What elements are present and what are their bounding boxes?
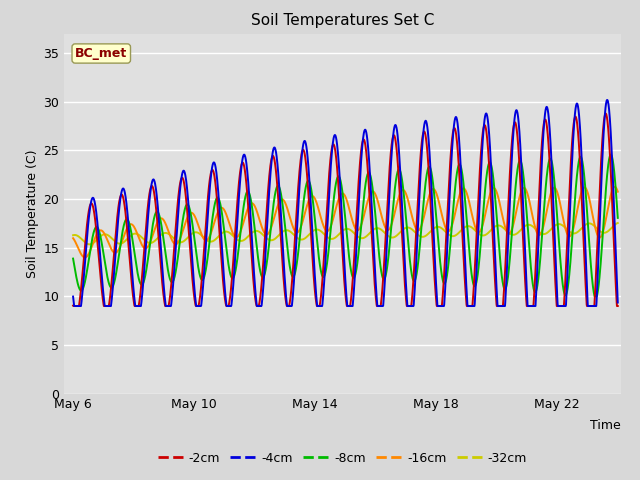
Title: Soil Temperatures Set C: Soil Temperatures Set C — [251, 13, 434, 28]
Y-axis label: Soil Temperature (C): Soil Temperature (C) — [26, 149, 39, 278]
Legend: -2cm, -4cm, -8cm, -16cm, -32cm: -2cm, -4cm, -8cm, -16cm, -32cm — [152, 447, 532, 469]
X-axis label: Time: Time — [590, 419, 621, 432]
Text: BC_met: BC_met — [75, 47, 127, 60]
